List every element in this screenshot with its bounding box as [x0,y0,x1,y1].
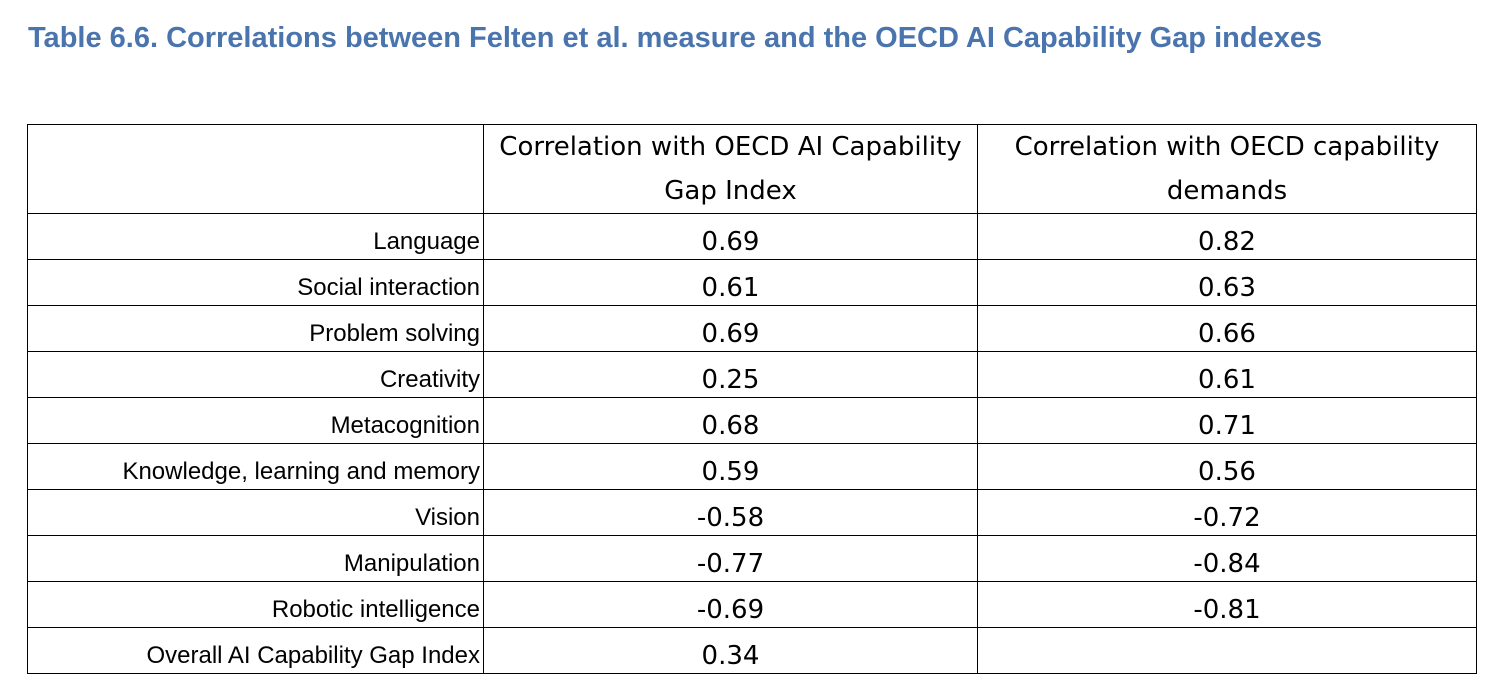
capability-demands-value: -0.81 [977,581,1477,628]
capability-demands-value: 0.61 [977,351,1477,398]
gap-index-value: -0.58 [483,489,978,536]
capability-demands-value: 0.71 [977,397,1477,444]
capability-demands-value: 0.82 [977,213,1477,260]
gap-index-value: -0.77 [483,535,978,582]
capability-demands-value: -0.84 [977,535,1477,582]
table-row: Robotic intelligence -0.69 -0.81 [27,581,1477,628]
header-capability-demands: Correlation with OECD capability demands [977,124,1477,214]
capability-demands-value [977,627,1477,674]
row-label: Overall AI Capability Gap Index [27,627,484,674]
row-label: Social interaction [27,259,484,306]
gap-index-value: -0.69 [483,581,978,628]
row-label: Vision [27,489,484,536]
table-row: Problem solving 0.69 0.66 [27,305,1477,352]
gap-index-value: 0.61 [483,259,978,306]
row-label: Language [27,213,484,260]
row-label: Manipulation [27,535,484,582]
capability-demands-value: -0.72 [977,489,1477,536]
gap-index-value: 0.69 [483,213,978,260]
row-label: Knowledge, learning and memory [27,443,484,490]
row-label: Creativity [27,351,484,398]
table-row: Vision -0.58 -0.72 [27,489,1477,536]
gap-index-value: 0.59 [483,443,978,490]
table-row: Creativity 0.25 0.61 [27,351,1477,398]
table-row: Social interaction 0.61 0.63 [27,259,1477,306]
header-row: Correlation with OECD AI Capability Gap … [27,124,1477,214]
table-title: Table 6.6. Correlations between Felten e… [28,22,1323,54]
capability-demands-value: 0.63 [977,259,1477,306]
table-row: Overall AI Capability Gap Index 0.34 [27,627,1477,674]
table-row: Language 0.69 0.82 [27,213,1477,260]
table-row: Metacognition 0.68 0.71 [27,397,1477,444]
gap-index-value: 0.34 [483,627,978,674]
row-label: Robotic intelligence [27,581,484,628]
capability-demands-value: 0.56 [977,443,1477,490]
header-cell-empty [27,124,484,214]
capability-demands-value: 0.66 [977,305,1477,352]
row-label: Metacognition [27,397,484,444]
gap-index-value: 0.69 [483,305,978,352]
gap-index-value: 0.25 [483,351,978,398]
table-row: Knowledge, learning and memory 0.59 0.56 [27,443,1477,490]
table-row: Manipulation -0.77 -0.84 [27,535,1477,582]
header-gap-index: Correlation with OECD AI Capability Gap … [483,124,978,214]
row-label: Problem solving [27,305,484,352]
gap-index-value: 0.68 [483,397,978,444]
correlation-table: Correlation with OECD AI Capability Gap … [27,124,1477,674]
